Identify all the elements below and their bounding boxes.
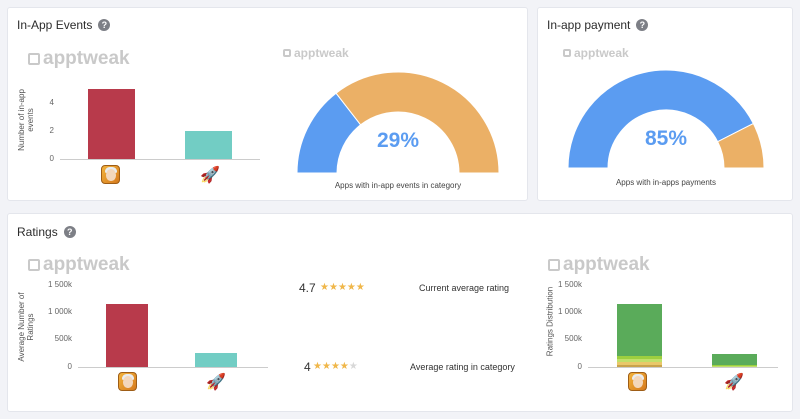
gauge-segment-without-events[interactable]	[335, 71, 500, 174]
apptweak-logo-icon	[548, 259, 560, 271]
star-icon: ★	[348, 361, 358, 372]
dist-ytick: 1 500k	[557, 280, 582, 289]
avg-ratings-baseline	[78, 367, 268, 368]
dist-ytick: 0	[577, 362, 582, 371]
ratings-title: Ratings ?	[17, 225, 76, 239]
rocket-icon[interactable]: 🚀	[206, 374, 226, 391]
help-icon[interactable]: ?	[98, 19, 111, 31]
events-ytick: 4	[49, 98, 54, 107]
apptweak-logo-icon	[283, 49, 291, 57]
star-icon: ★	[313, 361, 322, 372]
avg-ratings-ytick: 1 500k	[47, 280, 72, 289]
rocket-icon[interactable]: 🚀	[200, 167, 220, 184]
star-icon: ★	[320, 282, 329, 293]
ratings-distribution-segment[interactable]	[617, 364, 662, 367]
dist-baseline	[588, 367, 778, 368]
watermark-text: apptweak	[43, 254, 130, 275]
avg-ratings-bar-app[interactable]	[106, 304, 148, 367]
app-icon[interactable]	[118, 372, 137, 391]
avg-ratings-ytick: 0	[67, 362, 72, 371]
watermark-text: apptweak	[563, 254, 650, 275]
ratings-distribution-ylabel: Ratings Distribution	[545, 286, 555, 357]
star-icon: ★	[330, 361, 340, 372]
help-icon[interactable]: ?	[636, 19, 649, 31]
dist-ytick: 500k	[564, 334, 582, 343]
avg-ratings-bar-category[interactable]	[195, 353, 237, 367]
ratings-distribution-segment[interactable]	[712, 365, 757, 367]
apptweak-logo-icon	[563, 49, 571, 57]
events-baseline	[60, 159, 260, 160]
in-app-payment-title: In-app payment ?	[547, 18, 649, 32]
payment-gauge	[567, 69, 765, 169]
category-rating-value: 4	[304, 360, 311, 374]
rocket-icon[interactable]: 🚀	[724, 374, 744, 391]
star-icon: ★	[328, 282, 338, 293]
category-rating-label: Average rating in category	[410, 362, 515, 372]
in-app-events-title-text: In-App Events	[17, 18, 93, 32]
events-gauge	[296, 71, 500, 174]
help-icon[interactable]: ?	[63, 226, 76, 238]
apptweak-logo-icon	[28, 259, 40, 271]
avg-ratings-ytick: 500k	[54, 334, 72, 343]
star-icon: ★	[355, 282, 365, 293]
in-app-events-card: In-App Events ? apptweak Number of in-ap…	[7, 7, 528, 201]
events-gauge-caption: Apps with in-app events in category	[334, 181, 462, 190]
in-app-events-title: In-App Events ?	[17, 18, 111, 32]
ratings-distribution-segment[interactable]	[617, 355, 662, 360]
star-icon: ★	[339, 361, 349, 372]
app-icon[interactable]	[628, 372, 647, 391]
gauge-segment-without-payments[interactable]	[717, 122, 765, 169]
ratings-card: Ratings ? apptweak Average Number of Rat…	[7, 213, 793, 412]
category-rating-stars: ★★★★★	[313, 361, 358, 372]
apptweak-watermark: apptweak	[548, 254, 650, 276]
current-rating-label: Current average rating	[419, 283, 510, 293]
in-app-payment-title-text: In-app payment	[547, 18, 631, 32]
star-icon: ★	[346, 282, 356, 293]
apptweak-logo-icon	[28, 53, 40, 65]
avg-ratings-ylabel: Average Number of Ratings	[17, 292, 35, 362]
ratings-distribution-segment[interactable]	[617, 359, 662, 362]
dist-ytick: 1 000k	[557, 307, 582, 316]
ratings-title-text: Ratings	[17, 225, 58, 239]
ratings-distribution-segment[interactable]	[712, 354, 757, 366]
events-gauge-percent: 29%	[376, 129, 420, 152]
apptweak-watermark: apptweak	[28, 254, 130, 276]
events-bar-app[interactable]	[88, 89, 135, 159]
app-icon[interactable]	[101, 165, 120, 184]
ratings-distribution-segment[interactable]	[617, 304, 662, 356]
payment-gauge-caption: Apps with in-apps payments	[615, 178, 717, 187]
payment-gauge-percent: 85%	[644, 127, 688, 150]
ratings-distribution-segment[interactable]	[712, 366, 757, 367]
watermark-text: apptweak	[294, 46, 349, 60]
apptweak-watermark: apptweak	[28, 48, 130, 70]
ratings-distribution-segment[interactable]	[617, 361, 662, 365]
events-ytick: 0	[49, 154, 54, 163]
current-rating-stars: ★★★★★	[320, 282, 365, 293]
events-ytick: 2	[49, 126, 54, 135]
apptweak-watermark: apptweak	[283, 46, 349, 60]
watermark-text: apptweak	[574, 46, 629, 60]
in-app-payment-card: In-app payment ? apptweak 85% Apps with …	[537, 7, 793, 201]
star-icon: ★	[321, 361, 331, 372]
events-chart-ylabel: Number of in-app events	[17, 89, 35, 151]
apptweak-watermark: apptweak	[563, 46, 629, 60]
star-icon: ★	[337, 282, 347, 293]
events-bar-category[interactable]	[185, 131, 232, 159]
current-rating-value: 4.7	[299, 281, 316, 295]
watermark-text: apptweak	[43, 48, 130, 69]
avg-ratings-ytick: 1 000k	[47, 307, 72, 316]
gauge-segment-in-app-payments[interactable]	[567, 69, 754, 169]
